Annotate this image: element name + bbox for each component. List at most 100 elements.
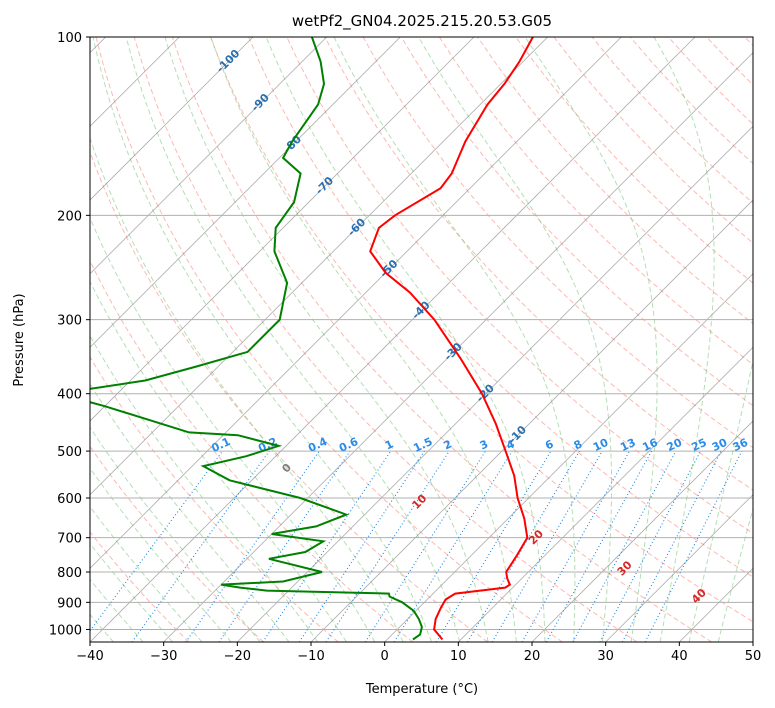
dry-adiabat-line [668,37,753,125]
y-tick-label: 100 [57,31,82,46]
dry-adiabat-line [248,37,753,578]
mixing-ratio-label: 30 [710,436,730,454]
mixing-ratio-label: 25 [689,436,708,454]
dry-adiabat-line [477,37,753,325]
isotherm-line [752,641,753,642]
mixing-ratio-line [185,450,320,642]
mixing-ratio-line [131,450,270,642]
mixing-ratio-label: 20 [665,436,685,454]
moist-adiabat-line [333,37,576,642]
mixing-ratio-line [218,450,351,642]
moist-adiabat-line [717,506,753,642]
mixing-ratio-line [621,450,722,642]
dry-adiabat-line [591,37,753,204]
isotherm-line [384,273,753,642]
mixing-ratio-line [521,450,630,642]
mixing-ratio-line [90,450,223,632]
mixing-ratio-label: 3 [478,437,490,452]
mixing-ratio-line [599,450,702,642]
isotherm-label: -40 [409,298,432,321]
y-tick-label: 500 [57,445,82,460]
x-tick-label: 0 [381,649,389,664]
moist-adiabat-line [265,37,546,642]
isotherm-line [90,37,327,275]
isotherm-label: -90 [249,91,272,114]
mixing-ratio-label: 6 [543,437,556,452]
moist-adiabat-line [90,382,290,642]
mixing-ratio-line [393,450,513,642]
x-tick-label: −20 [224,649,251,664]
dry-adiabat-line [362,37,753,449]
moist-adiabat-line [524,37,658,642]
mixing-ratio-label: 1 [383,437,395,452]
dry-adiabat-line [90,445,264,642]
x-tick-label: −40 [76,649,103,664]
isotherm-line [90,37,475,422]
isotherm-line [90,37,696,642]
mixing-ratio-line [364,450,486,642]
dry-adiabat-line [90,531,190,642]
moist-adiabat-line [418,37,613,642]
mixing-ratio-label: 16 [640,436,660,454]
dry-adiabat-line [438,37,753,366]
wet-bulb-label: 30 [615,558,635,578]
dry-adiabat-line [90,356,339,642]
isotherm-line [310,199,753,642]
mixing-ratio-label: 1.5 [411,435,434,455]
y-axis-label: Pressure (hPa) [12,293,27,386]
dry-adiabat-line [324,37,753,491]
dry-adiabat-line [210,37,753,623]
y-tick-label: 300 [57,314,82,329]
mixing-ratio-label: 2 [442,437,454,452]
dry-adiabat-line [515,37,753,284]
y-tick-label: 800 [57,566,82,581]
isotherm-line [458,346,753,642]
dry-adiabat-line [553,37,753,244]
isotherm-line [163,52,753,642]
moist-adiabat-line [92,37,432,642]
x-tick-label: −10 [297,649,324,664]
dry-adiabat-line [90,259,414,642]
x-tick-label: 50 [745,649,762,664]
line-labels: 0.1 0.2 0.4 0.6 1 1.5 2 3 4 6 8 10 13 16 20 25 30 36-100-… [209,47,750,607]
dry-adiabat-line [400,37,753,407]
temperature-line [369,37,534,641]
moist-adiabat-line [90,334,319,642]
isotherm-line [90,37,548,496]
isotherm-label: -70 [313,174,336,197]
mixing-ratio-label: 10 [591,436,611,454]
y-tick-label: 900 [57,596,82,611]
mixing-ratio-line [298,450,425,642]
y-tick-label: 200 [57,209,82,224]
plot-area [90,37,753,642]
mixing-ratio-line [545,450,653,642]
isotherm-line [90,37,622,569]
mixing-ratio-label: 0.1 [209,435,232,455]
x-tick-label: 40 [671,649,688,664]
isotherm-label: -60 [345,215,368,238]
dry-adiabat-line [706,37,753,86]
mixing-ratio-label: 0.6 [337,435,360,455]
x-tick-label: 20 [524,649,541,664]
dewpoint-line [90,37,423,641]
mixing-ratio-line [262,450,392,642]
mixing-ratio-line [644,450,743,642]
dry-adiabat-line [95,37,563,642]
isotherm-line [237,125,753,642]
mixing-ratio-line [325,450,450,642]
y-tick-label: 1000 [49,623,82,638]
isotherm-line [90,37,254,201]
mixing-ratio-label: 36 [731,436,751,454]
y-tick-label: 700 [57,532,82,547]
x-tick-label: 30 [597,649,614,664]
mixing-ratio-label: 13 [618,436,637,454]
x-tick-label: −30 [150,649,177,664]
isotherm-line [90,37,401,348]
moist-adiabat-line [90,426,261,642]
moist-adiabat-line [90,216,376,642]
dry-adiabat-line [171,37,712,642]
wet-bulb-label: 20 [526,527,546,547]
isotherm-line [531,420,753,642]
dry-adiabat-line [744,37,753,47]
